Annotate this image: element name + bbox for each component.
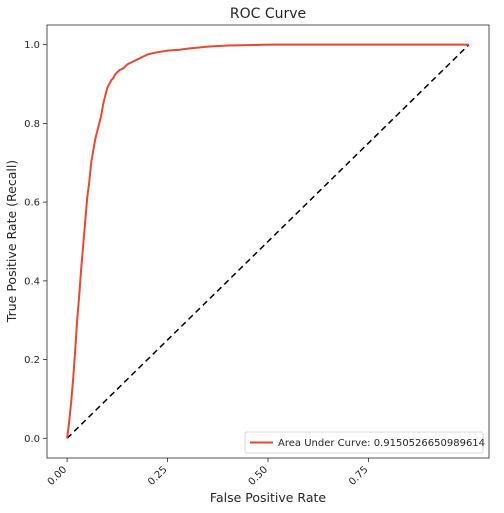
- y-tick-label: 0.4: [24, 276, 40, 287]
- x-tick-label: 0.00: [46, 464, 70, 488]
- y-tick-label: 1.0: [24, 40, 40, 51]
- y-axis-label: True Positive Rate (Recall): [4, 160, 19, 323]
- x-tick-label: 0.50: [247, 464, 271, 488]
- y-tick-label: 0.6: [24, 198, 40, 209]
- y-axis-ticks: 0.0 0.2 0.4 0.6 0.8 1.0: [24, 40, 47, 445]
- x-tick-label: 0.25: [146, 464, 170, 488]
- x-axis-ticks: 0.00 0.25 0.50 0.75: [46, 458, 371, 488]
- y-tick-label: 0.2: [24, 355, 40, 366]
- x-tick-label: 0.75: [347, 464, 371, 488]
- legend: Area Under Curve: 0.9150526650989614: [245, 432, 485, 453]
- x-axis-label: False Positive Rate: [210, 490, 326, 505]
- y-tick-label: 0.8: [24, 119, 40, 130]
- y-tick-label: 0.0: [24, 434, 40, 445]
- legend-label: Area Under Curve: 0.9150526650989614: [278, 438, 485, 449]
- chart-title: ROC Curve: [230, 6, 306, 22]
